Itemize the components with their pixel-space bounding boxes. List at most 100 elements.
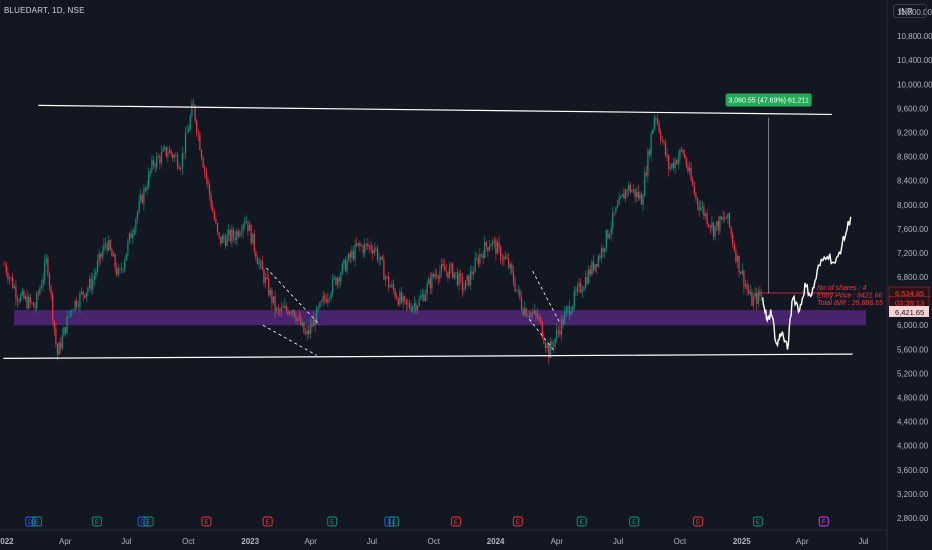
candle-body	[124, 260, 126, 269]
candle-body	[338, 277, 340, 282]
price-tick-label: 10,000.00	[897, 80, 932, 89]
candle-body	[247, 221, 249, 231]
candle-body	[506, 258, 508, 260]
candle-body	[720, 216, 723, 220]
candle-body	[740, 272, 742, 274]
candle-body	[698, 204, 700, 211]
candle-body	[464, 280, 467, 291]
candle-body	[149, 170, 151, 173]
candle-body	[632, 189, 635, 191]
candle-body	[232, 229, 235, 237]
candle-body	[436, 274, 438, 277]
candle-body	[482, 254, 484, 258]
candle-body	[148, 172, 150, 188]
candle-body	[428, 278, 430, 285]
candle-body	[344, 259, 347, 272]
candle-body	[484, 241, 486, 258]
candle-body	[448, 266, 451, 278]
candle-body	[605, 230, 607, 249]
candle-body	[696, 197, 699, 205]
candle-body	[170, 150, 172, 154]
currency-button[interactable]: INR	[893, 4, 927, 18]
candle-body	[370, 245, 372, 251]
candle-body	[680, 149, 683, 151]
candle-body	[452, 263, 454, 278]
candle-body	[460, 273, 462, 278]
candle-body	[444, 266, 446, 271]
candle-body	[306, 330, 308, 335]
candle-body	[378, 259, 380, 261]
event-icon	[262, 516, 273, 527]
candle-body	[340, 273, 342, 282]
candle-body	[191, 103, 193, 117]
candle-body	[538, 317, 540, 319]
candle-body	[656, 118, 659, 123]
candle-body	[210, 195, 212, 207]
candle-body	[160, 151, 163, 163]
candle-body	[676, 160, 678, 165]
candle-body	[117, 268, 119, 275]
candle-body	[44, 261, 46, 279]
candle-body	[351, 251, 353, 258]
candle-body	[693, 185, 695, 194]
candle-body	[613, 212, 615, 214]
candle-body	[695, 193, 697, 198]
candle-body	[658, 122, 660, 133]
candle-body	[672, 163, 675, 169]
candle-body	[644, 172, 646, 196]
price-tick-label: 4,800.00	[897, 394, 929, 403]
candle-body	[551, 342, 553, 346]
price-tick-label: 3,600.00	[897, 466, 929, 475]
candle-body	[447, 271, 449, 278]
candle-body	[581, 290, 583, 293]
candle-body	[663, 140, 665, 143]
candle-body	[492, 240, 494, 245]
candle-body	[324, 296, 326, 300]
candle-body	[666, 154, 668, 156]
candle-body	[125, 253, 127, 261]
candle-body	[37, 293, 39, 294]
candle-body	[733, 244, 735, 251]
candle-body	[272, 296, 275, 303]
candle-body	[725, 218, 727, 219]
time-tick-label: Jul	[367, 537, 377, 546]
candle-body	[288, 312, 291, 315]
candle-body	[690, 167, 692, 180]
candle-body	[375, 248, 377, 250]
event-icon-label: D	[140, 520, 145, 526]
candle-body	[119, 268, 121, 270]
candle-body	[716, 221, 718, 227]
candle-body	[487, 246, 489, 251]
candle-body	[208, 183, 211, 196]
event-icon-label: E	[392, 520, 396, 526]
candle-body	[392, 284, 395, 290]
time-tick-label: 2022	[0, 537, 14, 546]
price-axis: 11,200.00 10,800.00 10,400.00 10,000.00 9,60…	[886, 0, 932, 550]
candle-body	[522, 309, 524, 316]
candle-body	[525, 308, 527, 317]
candle-body	[580, 283, 582, 293]
candle-body	[416, 305, 419, 311]
candle-body	[544, 343, 547, 348]
candle-body	[109, 240, 111, 250]
candle-body	[29, 296, 31, 303]
candle-body	[736, 255, 739, 262]
event-icon	[389, 516, 400, 527]
candle-body	[688, 167, 691, 172]
candle-body	[178, 167, 180, 169]
price-tick-label: 6,000.00	[897, 321, 929, 330]
candle-body	[455, 272, 457, 274]
candle-body	[684, 153, 686, 158]
candle-body	[714, 226, 716, 237]
channel-lower-line	[262, 324, 317, 356]
candle-body	[399, 292, 401, 305]
candle-body	[48, 274, 51, 287]
price-tick-label: 4,400.00	[897, 418, 929, 427]
candle-body	[207, 178, 209, 184]
candle-body	[647, 150, 649, 176]
candle-body	[437, 276, 439, 279]
candle-body	[5, 265, 7, 273]
candle-body	[122, 268, 124, 270]
price-tick-label: 2,800.00	[897, 514, 929, 523]
